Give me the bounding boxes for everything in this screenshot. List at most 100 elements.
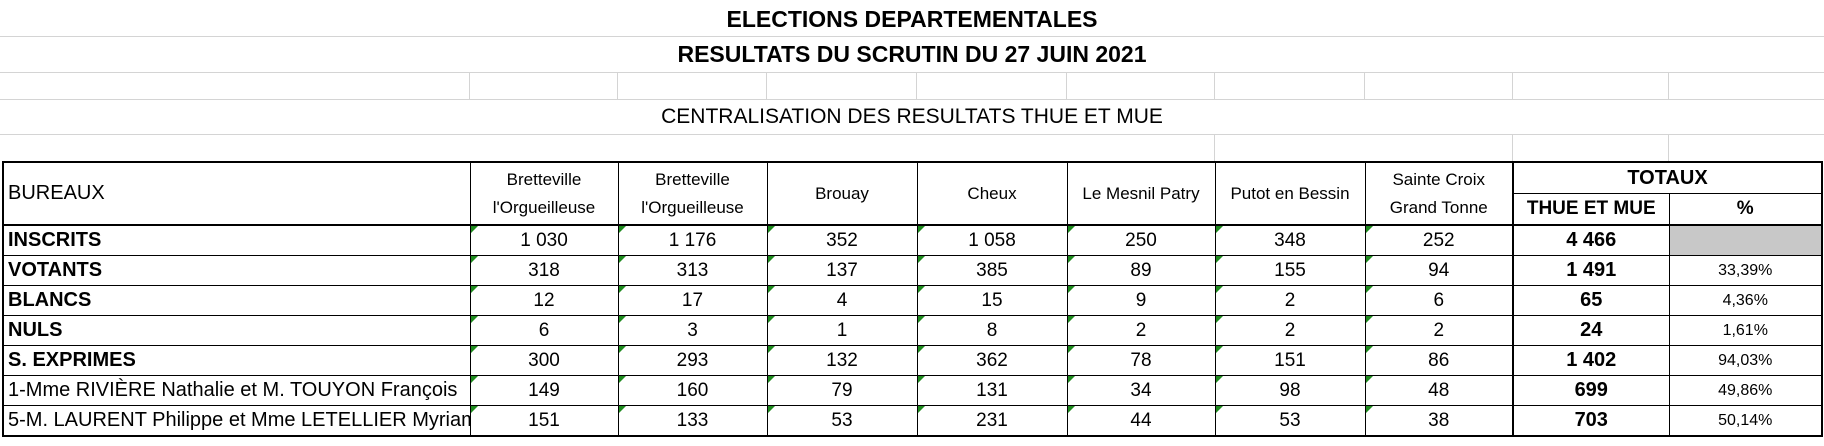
cell-value: 78: [1066, 345, 1216, 376]
header-commune: Bretteville l'Orgueilleuse: [469, 161, 619, 226]
cell-value: 149: [469, 375, 619, 406]
cell-value: 132: [766, 345, 918, 376]
cell-total: 1 491: [1512, 255, 1670, 286]
cell-value: 98: [1214, 375, 1366, 406]
cell-value: 2: [1214, 315, 1366, 346]
cell-value: 15: [916, 285, 1068, 316]
row-label: NULS: [2, 315, 471, 346]
cell-total: 1 402: [1512, 345, 1670, 376]
cell-percent: 4,36%: [1668, 285, 1823, 316]
cell-percent: [1668, 224, 1823, 256]
header-totaux: TOTAUX: [1512, 161, 1823, 194]
grid-line: [0, 72, 1824, 73]
row-label: 5-M. LAURENT Philippe et Mme LETELLIER M…: [2, 405, 471, 437]
header-commune: Brouay: [766, 161, 918, 226]
cell-percent: 1,61%: [1668, 315, 1823, 346]
table-row: 5-M. LAURENT Philippe et Mme LETELLIER M…: [2, 405, 1823, 437]
cell-value: 1 030: [469, 224, 619, 256]
header-row: BUREAUX Bretteville l'Orgueilleuse Brette…: [2, 161, 1823, 226]
cell-value: 137: [766, 255, 918, 286]
header-bureaux: BUREAUX: [2, 161, 471, 226]
cell-value: 8: [916, 315, 1068, 346]
cell-value: 1 058: [916, 224, 1068, 256]
grid-line: [0, 99, 1824, 100]
table-row: INSCRITS 1 030 1 176 352 1 058 250 348 252 4 466: [2, 224, 1823, 256]
cell-percent: 94,03%: [1668, 345, 1823, 376]
cell-percent: 33,39%: [1668, 255, 1823, 286]
cell-value: 160: [617, 375, 768, 406]
header-commune: Le Mesnil Patry: [1066, 161, 1216, 226]
table-row: 1-Mme RIVIÈRE Nathalie et M. TOUYON Fran…: [2, 375, 1823, 406]
cell-value: 313: [617, 255, 768, 286]
cell-value: 352: [766, 224, 918, 256]
cell-value: 300: [469, 345, 619, 376]
header-row: THUE ET MUE %: [3, 193, 1823, 226]
grid-line: [0, 36, 1824, 37]
cell-value: 9: [1066, 285, 1216, 316]
cell-value: 3: [617, 315, 768, 346]
cell-value: 94: [1364, 255, 1514, 286]
cell-percent: 49,86%: [1668, 375, 1823, 406]
cell-total: 703: [1512, 405, 1670, 437]
cell-total: 24: [1512, 315, 1670, 346]
cell-value: 1: [766, 315, 918, 346]
cell-total: 4 466: [1512, 224, 1670, 256]
row-label: 1-Mme RIVIÈRE Nathalie et M. TOUYON Fran…: [2, 375, 471, 406]
cell-value: 252: [1364, 224, 1514, 256]
cell-value: 250: [1066, 224, 1216, 256]
grid-line: [1214, 134, 1215, 161]
header-commune: Sainte Croix Grand Tonne: [1364, 161, 1514, 226]
cell-value: 48: [1364, 375, 1514, 406]
cell-value: 79: [766, 375, 918, 406]
grid-line: [1512, 134, 1513, 161]
table-row: S. EXPRIMES 300 293 132 362 78 151 86 1 402 94,03…: [2, 345, 1823, 376]
cell-value: 151: [1214, 345, 1366, 376]
header-commune: Putot en Bessin: [1214, 161, 1366, 226]
page-title: ELECTIONS DEPARTEMENTALES: [726, 6, 1098, 32]
cell-value: 155: [1214, 255, 1366, 286]
cell-value: 86: [1364, 345, 1514, 376]
row-label: VOTANTS: [2, 255, 471, 286]
cell-value: 2: [1364, 315, 1514, 346]
grid-line: [1668, 134, 1669, 161]
cell-value: 6: [469, 315, 619, 346]
cell-value: 89: [1066, 255, 1216, 286]
cell-value: 44: [1066, 405, 1216, 437]
cell-value: 17: [617, 285, 768, 316]
cell-percent: 50,14%: [1668, 405, 1823, 437]
section-title: CENTRALISATION DES RESULTATS THUE ET MUE: [661, 105, 1163, 128]
grid-line: [916, 72, 917, 99]
row-label: S. EXPRIMES: [2, 345, 471, 376]
grid-line: [617, 72, 618, 99]
cell-value: 362: [916, 345, 1068, 376]
cell-total: 65: [1512, 285, 1670, 316]
grid-line: [1512, 72, 1513, 99]
header-commune: Cheux: [916, 161, 1068, 226]
header-pct-label: %: [1668, 193, 1823, 226]
cell-value: 131: [916, 375, 1068, 406]
table-row: BLANCS 12 17 4 15 9 2 6 65 4,36%: [2, 285, 1823, 316]
cell-value: 151: [469, 405, 619, 437]
grid-line: [1214, 72, 1215, 99]
header-commune: Bretteville l'Orgueilleuse: [617, 161, 768, 226]
table-row: NULS 6 3 1 8 2 2 2 24 1,61%: [2, 315, 1823, 346]
cell-value: 6: [1364, 285, 1514, 316]
cell-value: 2: [1214, 285, 1366, 316]
cell-value: 385: [916, 255, 1068, 286]
row-label: INSCRITS: [2, 224, 471, 256]
grid-line: [469, 72, 470, 99]
cell-total: 699: [1512, 375, 1670, 406]
cell-value: 133: [617, 405, 768, 437]
cell-value: 53: [1214, 405, 1366, 437]
cell-value: 34: [1066, 375, 1216, 406]
cell-value: 38: [1364, 405, 1514, 437]
cell-value: 1 176: [617, 224, 768, 256]
cell-value: 293: [617, 345, 768, 376]
cell-value: 12: [469, 285, 619, 316]
header-total-label: THUE ET MUE: [1512, 193, 1670, 226]
cell-value: 53: [766, 405, 918, 437]
grid-line: [766, 72, 767, 99]
page-subtitle: RESULTATS DU SCRUTIN DU 27 JUIN 2021: [677, 41, 1147, 67]
results-table: BUREAUX Bretteville l'Orgueilleuse Brette…: [2, 161, 1823, 437]
grid-line: [1066, 72, 1067, 99]
